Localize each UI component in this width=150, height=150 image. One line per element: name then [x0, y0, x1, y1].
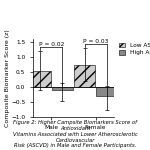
- Bar: [96, 87, 117, 96]
- Bar: [30, 70, 51, 87]
- Text: P = 0.03: P = 0.03: [83, 39, 108, 44]
- Y-axis label: Composite Biomarker Score (z): Composite Biomarker Score (z): [5, 29, 10, 127]
- Bar: [74, 64, 95, 87]
- Bar: [52, 87, 73, 90]
- Text: P = 0.02: P = 0.02: [39, 42, 64, 47]
- Legend: Low ASCVD risk, High ASCVD risk: Low ASCVD risk, High ASCVD risk: [118, 42, 150, 56]
- Text: Figure 2: Higher Campsite Biomarkers Score of Antioxidant
Vitamins Associated wi: Figure 2: Higher Campsite Biomarkers Sco…: [13, 120, 137, 148]
